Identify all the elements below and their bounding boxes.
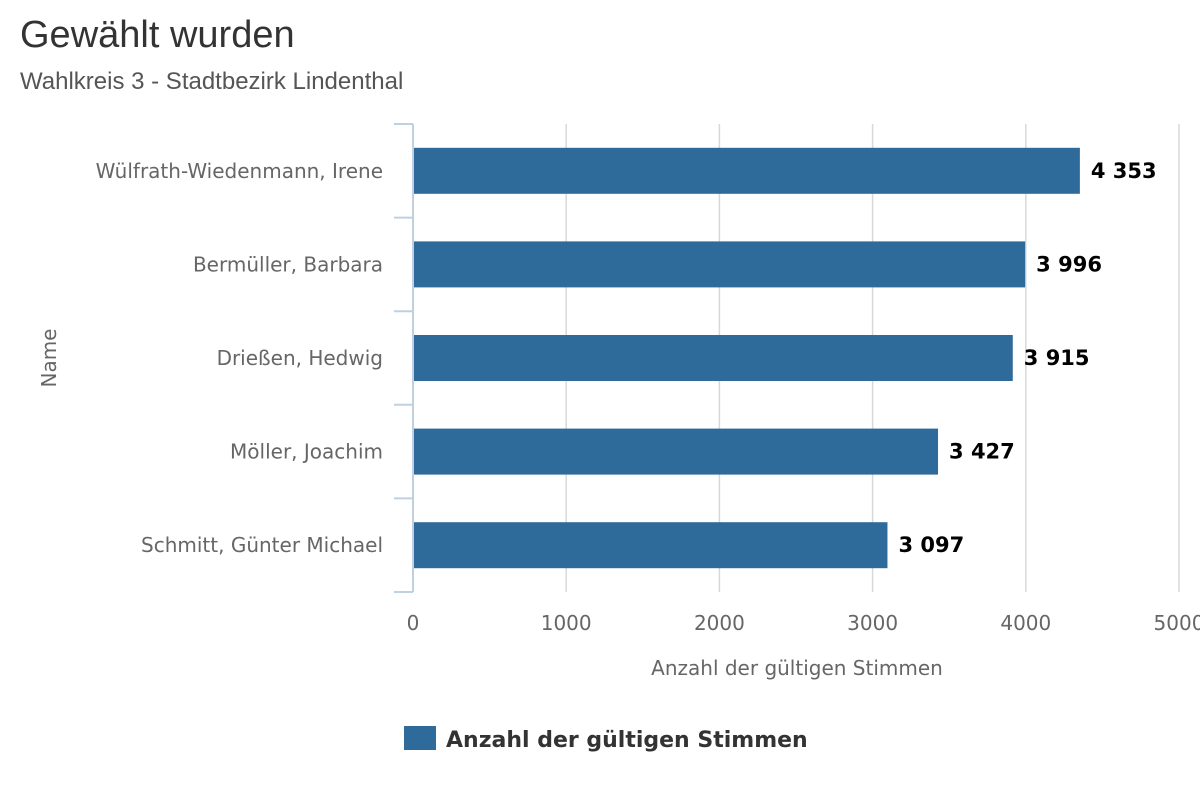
legend-swatch xyxy=(404,726,436,750)
legend-label: Anzahl der gültigen Stimmen xyxy=(446,728,808,753)
bar[interactable] xyxy=(414,335,1013,381)
axes xyxy=(394,123,414,593)
y-tick-label: Möller, Joachim xyxy=(230,440,383,464)
chart-subtitle: Wahlkreis 3 - Stadtbezirk Lindenthal xyxy=(20,68,404,95)
y-tick-label: Bermüller, Barbara xyxy=(193,252,383,276)
y-tick-label: Drießen, Hedwig xyxy=(217,346,383,370)
x-tick-label: 4000 xyxy=(1000,611,1051,635)
data-label: 4 353 xyxy=(1091,159,1157,183)
bar[interactable] xyxy=(414,522,888,569)
x-tick-label: 0 xyxy=(407,611,420,635)
bar[interactable] xyxy=(414,428,939,475)
bar[interactable] xyxy=(414,241,1026,288)
y-tick-label: Schmitt, Günter Michael xyxy=(141,533,383,557)
y-axis-title: Name xyxy=(37,328,61,387)
bar[interactable] xyxy=(414,147,1080,194)
data-label: 3 097 xyxy=(898,533,964,557)
x-tick-label: 5000 xyxy=(1154,611,1200,635)
data-label: 3 427 xyxy=(949,440,1015,464)
data-label: 3 915 xyxy=(1024,346,1090,370)
x-tick-label: 3000 xyxy=(847,611,898,635)
legend[interactable]: Anzahl der gültigen Stimmen xyxy=(404,726,808,753)
x-tick-label: 2000 xyxy=(694,611,745,635)
y-tick-label: Wülfrath-Wiedenmann, Irene xyxy=(96,159,383,183)
chart-title: Gewählt wurden xyxy=(20,14,295,56)
x-axis-title: Anzahl der gültigen Stimmen xyxy=(651,656,943,680)
x-tick-label: 1000 xyxy=(541,611,592,635)
labels: 0 1000 2000 3000 4000 5000 Wülfrath-Wiedenmann… xyxy=(96,159,1200,635)
data-label: 3 996 xyxy=(1036,252,1102,276)
bars xyxy=(414,147,1080,569)
